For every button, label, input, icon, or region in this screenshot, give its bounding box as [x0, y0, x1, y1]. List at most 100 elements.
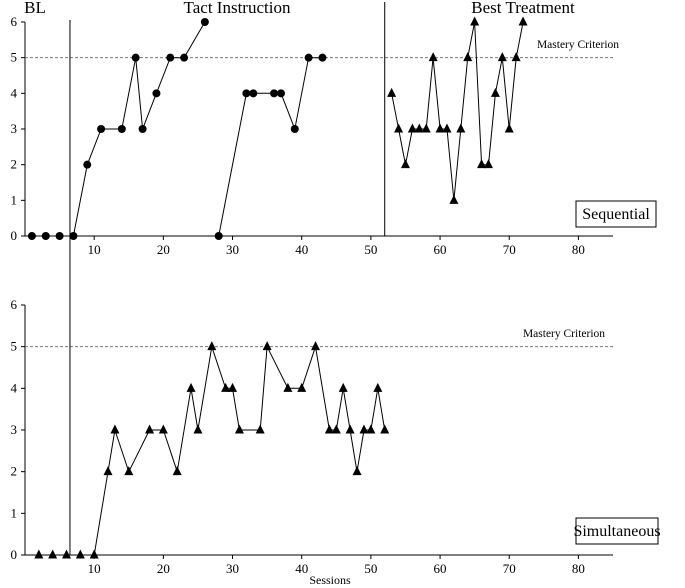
y-tick-label: 6	[11, 14, 18, 29]
data-series-line	[391, 21, 524, 201]
data-point-triangle	[255, 424, 265, 434]
data-point-triangle	[145, 424, 155, 434]
x-tick-label: 70	[503, 242, 516, 257]
data-point-triangle	[477, 159, 487, 169]
y-tick-label: 1	[11, 505, 18, 520]
data-point-triangle	[89, 549, 99, 559]
panel-label: Sequential	[582, 206, 650, 223]
data-point-triangle	[345, 424, 355, 434]
data-point-triangle	[221, 382, 231, 392]
y-tick-label: 1	[11, 192, 18, 207]
data-point-triangle	[283, 382, 293, 392]
data-point-triangle	[297, 382, 307, 392]
y-tick-label: 2	[11, 464, 18, 479]
x-tick-label: 30	[226, 242, 239, 257]
data-point-triangle	[511, 52, 521, 62]
data-point-triangle	[193, 424, 203, 434]
data-point-circle	[166, 53, 175, 62]
data-point-triangle	[172, 466, 182, 476]
y-tick-label: 0	[11, 228, 18, 243]
x-tick-label: 80	[572, 242, 585, 257]
data-point-circle	[214, 232, 223, 240]
data-point-circle	[318, 53, 327, 62]
y-tick-label: 5	[11, 50, 18, 65]
data-point-triangle	[394, 123, 404, 133]
data-point-triangle	[110, 424, 120, 434]
data-point-triangle	[421, 123, 431, 133]
data-point-triangle	[387, 87, 397, 97]
data-point-triangle	[442, 123, 452, 133]
phase-labels: BL Tact Instruction Best Treatment	[24, 0, 575, 17]
data-point-triangle	[338, 382, 348, 392]
x-tick-label: 80	[572, 561, 585, 576]
data-point-circle	[304, 53, 313, 62]
y-tick-label: 0	[11, 547, 18, 562]
x-tick-label: 40	[295, 242, 308, 257]
data-point-circle	[83, 160, 92, 169]
data-point-circle	[152, 89, 161, 98]
data-point-triangle	[352, 466, 362, 476]
data-point-circle	[180, 53, 189, 62]
x-tick-label: 60	[434, 242, 447, 257]
data-point-circle	[69, 232, 78, 240]
phase-label-best-treatment: Best Treatment	[471, 0, 575, 17]
x-tick-label: 50	[364, 242, 377, 257]
panel-label-box	[575, 517, 659, 545]
data-point-circle	[276, 89, 285, 98]
data-point-triangle	[158, 424, 168, 434]
data-point-triangle	[449, 194, 459, 204]
data-point-triangle	[456, 123, 466, 133]
data-point-triangle	[48, 549, 58, 559]
y-tick-label: 4	[11, 380, 18, 395]
x-tick-label: 60	[434, 561, 447, 576]
data-point-triangle	[470, 16, 480, 26]
x-tick-label: 40	[295, 561, 308, 576]
data-point-triangle	[34, 549, 44, 559]
panel-label: Simultaneous	[573, 523, 660, 540]
data-point-circle	[27, 232, 36, 240]
data-point-triangle	[331, 424, 341, 434]
x-tick-label: 50	[364, 561, 377, 576]
data-point-triangle	[400, 159, 410, 169]
data-series-line	[218, 57, 323, 237]
x-tick-label: 10	[88, 242, 101, 257]
data-point-triangle	[324, 424, 334, 434]
data-point-triangle	[311, 341, 321, 351]
data-point-circle	[200, 18, 209, 26]
phase-label-tact-instruction: Tact Instruction	[184, 0, 291, 17]
mastery-criterion-label: Mastery Criterion	[537, 39, 619, 51]
data-point-circle	[117, 125, 126, 133]
mastery-criterion-label: Mastery Criterion	[523, 328, 605, 340]
x-tick-label: 30	[226, 561, 239, 576]
data-point-triangle	[435, 123, 445, 133]
data-point-triangle	[373, 382, 383, 392]
data-series-line	[38, 344, 386, 556]
data-point-triangle	[407, 123, 417, 133]
data-point-circle	[270, 89, 279, 98]
y-tick-label: 2	[11, 157, 18, 172]
data-point-triangle	[414, 123, 424, 133]
x-axis-title: Sessions	[309, 573, 351, 587]
data-point-circle	[138, 125, 147, 133]
y-tick-label: 5	[11, 339, 18, 354]
plot-area: 0 1 2 3 4 5 6 10 20 30 40 50 60 70 80	[11, 14, 613, 257]
data-point-circle	[249, 89, 258, 98]
data-point-circle	[55, 232, 64, 240]
y-tick-label: 3	[11, 422, 18, 437]
data-point-triangle	[497, 52, 507, 62]
data-point-triangle	[366, 424, 376, 434]
data-point-triangle	[75, 549, 85, 559]
y-tick-label: 4	[11, 85, 18, 100]
y-tick-label: 3	[11, 121, 18, 136]
panel-label-box	[575, 200, 657, 228]
data-point-triangle	[359, 424, 369, 434]
data-point-circle	[97, 125, 106, 133]
data-point-triangle	[483, 159, 493, 169]
data-point-circle	[131, 53, 140, 62]
x-tick-label: 20	[157, 561, 170, 576]
data-point-triangle	[428, 52, 438, 62]
y-tick-label: 6	[11, 297, 18, 312]
data-point-triangle	[103, 466, 113, 476]
x-tick-label: 10	[88, 561, 101, 576]
